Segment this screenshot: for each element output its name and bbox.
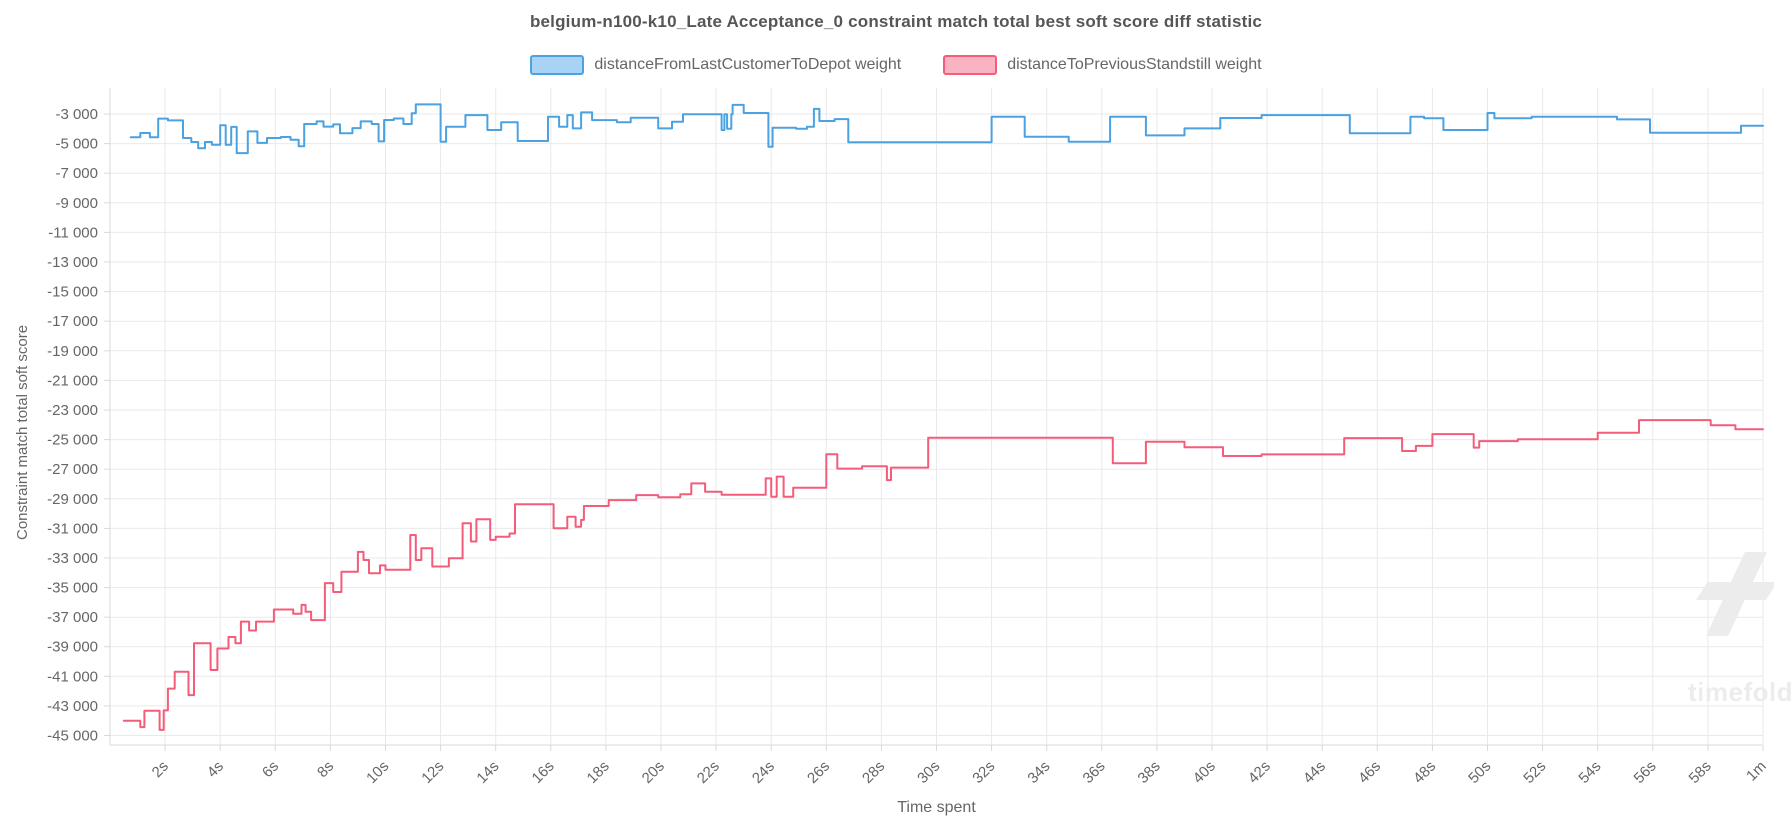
chart-legend: distanceFromLastCustomerToDepot weight d…: [0, 55, 1792, 75]
svg-text:26s: 26s: [804, 758, 833, 787]
x-axis-title: Time spent: [897, 799, 976, 816]
svg-text:12s: 12s: [418, 758, 447, 787]
svg-text:20s: 20s: [639, 758, 668, 787]
svg-text:6s: 6s: [259, 758, 282, 781]
series-line-blue: [129, 103, 1764, 155]
svg-text:38s: 38s: [1135, 758, 1164, 787]
grid: [104, 88, 1764, 751]
legend-item-distance-from-last-customer-to-depot[interactable]: distanceFromLastCustomerToDepot weight: [530, 55, 901, 75]
svg-text:46s: 46s: [1355, 758, 1384, 787]
svg-text:8s: 8s: [314, 758, 337, 781]
svg-text:58s: 58s: [1686, 758, 1715, 787]
svg-text:-15 000: -15 000: [47, 284, 98, 301]
svg-text:-43 000: -43 000: [47, 698, 98, 715]
svg-text:48s: 48s: [1410, 758, 1439, 787]
svg-text:-33 000: -33 000: [47, 550, 98, 567]
svg-text:-17 000: -17 000: [47, 313, 98, 330]
svg-text:36s: 36s: [1080, 758, 1109, 787]
svg-text:10s: 10s: [363, 758, 392, 787]
svg-text:-39 000: -39 000: [47, 639, 98, 656]
svg-text:52s: 52s: [1520, 758, 1549, 787]
svg-text:-25 000: -25 000: [47, 432, 98, 449]
svg-text:30s: 30s: [914, 758, 943, 787]
svg-text:54s: 54s: [1575, 758, 1604, 787]
y-tick-labels: -3 000 -5 000 -7 000 -9 000 -11 000 -13 000 -1…: [47, 106, 98, 745]
svg-text:34s: 34s: [1024, 758, 1053, 787]
svg-text:4s: 4s: [204, 758, 227, 781]
x-tick-labels: 2s 4s 6s 8s 10s 12s 14s 16s 18s 20s 22s 24s 26s 28s 30…: [149, 758, 1770, 787]
svg-text:56s: 56s: [1631, 758, 1660, 787]
series-line-pink: [122, 419, 1764, 731]
svg-text:-11 000: -11 000: [48, 224, 98, 241]
svg-text:-41 000: -41 000: [47, 668, 98, 685]
svg-text:16s: 16s: [529, 758, 558, 787]
svg-text:32s: 32s: [969, 758, 998, 787]
legend-swatch-blue-icon: [530, 55, 585, 75]
svg-text:-29 000: -29 000: [47, 491, 98, 508]
svg-text:28s: 28s: [859, 758, 888, 787]
legend-swatch-pink-icon: [943, 55, 998, 75]
svg-text:-35 000: -35 000: [47, 580, 98, 597]
svg-text:2s: 2s: [149, 758, 172, 781]
legend-item-distance-to-previous-standstill[interactable]: distanceToPreviousStandstill weight: [943, 55, 1262, 75]
svg-text:-3 000: -3 000: [55, 106, 98, 123]
svg-text:-19 000: -19 000: [47, 343, 98, 360]
svg-text:-5 000: -5 000: [55, 136, 98, 153]
svg-text:-27 000: -27 000: [47, 461, 98, 478]
legend-label: distanceToPreviousStandstill weight: [1007, 56, 1262, 73]
svg-text:-13 000: -13 000: [47, 254, 98, 271]
svg-text:24s: 24s: [749, 758, 778, 787]
chart-title: belgium-n100-k10_Late Acceptance_0 const…: [529, 12, 1263, 31]
svg-text:14s: 14s: [473, 758, 502, 787]
svg-text:22s: 22s: [694, 758, 723, 787]
svg-text:-7 000: -7 000: [55, 165, 98, 182]
svg-text:40s: 40s: [1190, 758, 1219, 787]
svg-text:-45 000: -45 000: [47, 728, 98, 745]
svg-text:-23 000: -23 000: [47, 402, 98, 419]
svg-text:50s: 50s: [1465, 758, 1494, 787]
svg-text:-31 000: -31 000: [47, 520, 98, 537]
svg-text:-9 000: -9 000: [55, 195, 98, 212]
svg-text:18s: 18s: [584, 758, 613, 787]
svg-text:44s: 44s: [1300, 758, 1329, 787]
svg-text:-37 000: -37 000: [47, 609, 98, 626]
svg-text:1m: 1m: [1743, 758, 1770, 785]
svg-text:-21 000: -21 000: [47, 372, 98, 389]
svg-text:42s: 42s: [1245, 758, 1274, 787]
legend-label: distanceFromLastCustomerToDepot weight: [594, 56, 902, 73]
